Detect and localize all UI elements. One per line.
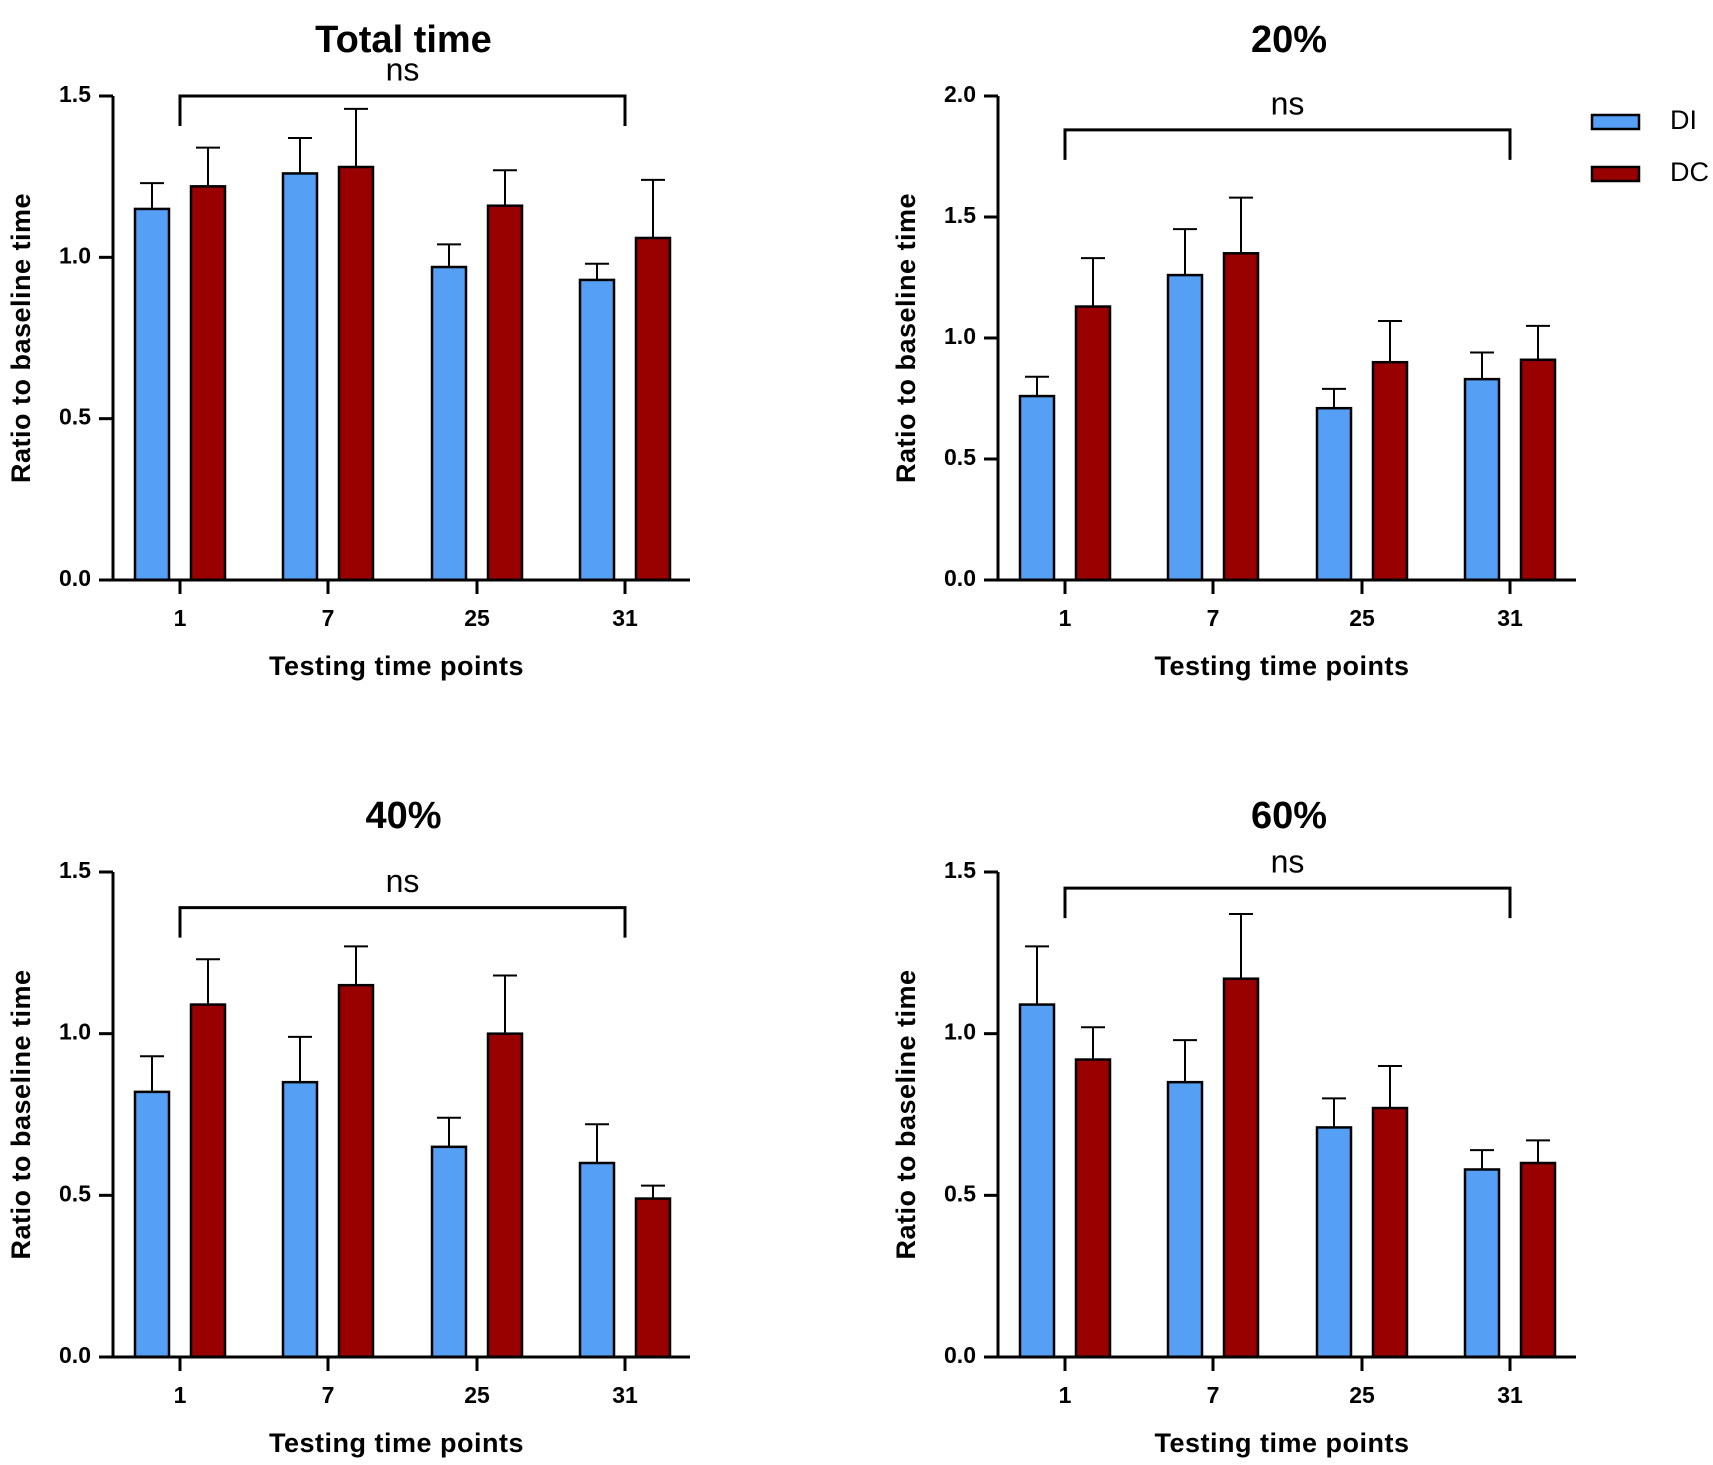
significance-label: ns [386, 863, 420, 899]
bar-dc-25 [1371, 1106, 1409, 1359]
x-tick-label: 1 [174, 605, 187, 631]
y-tick-label: 0.5 [59, 404, 91, 430]
x-axis-label: Testing time points [269, 1428, 524, 1458]
bar-dc-31 [634, 236, 672, 582]
chart-title: 40% [365, 795, 441, 837]
x-tick-label: 25 [464, 605, 490, 631]
bar-di-31 [578, 278, 616, 582]
legend-swatch-dc [1590, 165, 1641, 183]
x-tick-label: 7 [322, 1382, 335, 1408]
x-axis-label: Testing time points [1154, 1428, 1409, 1458]
y-tick-label: 1.5 [944, 202, 976, 228]
y-tick-label: 0.0 [59, 1342, 91, 1368]
bar-dc-25 [486, 204, 524, 582]
bar-di-7 [281, 1080, 319, 1359]
y-axis-label: Ratio to baseline time [6, 193, 36, 483]
bar-di-7 [1166, 273, 1204, 582]
significance-label: ns [1271, 85, 1305, 121]
bar-di-7 [1166, 1080, 1204, 1359]
chart-title: 20% [1251, 19, 1327, 61]
bar-di-25 [430, 265, 468, 582]
bar-dc-1 [189, 1003, 227, 1359]
bar-dc-31 [1519, 358, 1557, 582]
chart-panel-2: 20% 0.0 0.5 1.0 1.5 2.0 1 7 25 31 Testing time poi… [891, 19, 1576, 681]
chart-panel-3: 40% 0.0 0.5 1.0 1.5 1 7 25 31 Testing time points… [6, 795, 690, 1458]
bar-di-25 [1315, 406, 1353, 582]
y-tick-label: 1.5 [59, 81, 91, 107]
x-tick-label: 1 [1059, 1382, 1072, 1408]
bar-di-25 [1315, 1126, 1353, 1359]
y-tick-label: 2.0 [944, 81, 976, 107]
y-tick-label: 1.0 [59, 242, 91, 268]
x-tick-label: 7 [322, 605, 335, 631]
y-tick-label: 0.5 [944, 444, 976, 470]
bar-dc-1 [1074, 305, 1112, 582]
x-tick-label: 31 [1497, 605, 1523, 631]
y-tick-label: 1.0 [944, 1019, 976, 1045]
legend-label-di: DI [1670, 105, 1697, 135]
bar-di-1 [133, 1090, 171, 1359]
significance-label: ns [1271, 844, 1305, 880]
bar-di-31 [1463, 1168, 1501, 1359]
y-tick-label: 0.5 [59, 1180, 91, 1206]
y-tick-label: 1.0 [944, 323, 976, 349]
chart-title: 60% [1251, 795, 1327, 837]
x-tick-label: 1 [174, 1382, 187, 1408]
y-tick-label: 0.0 [944, 565, 976, 591]
x-tick-label: 1 [1059, 605, 1072, 631]
significance-bracket [1063, 128, 1512, 160]
bar-dc-7 [337, 983, 375, 1359]
chart-panel-1: Total time 0.0 0.5 1.0 1.5 1 7 25 31 Testing time… [6, 19, 690, 681]
y-tick-label: 0.0 [59, 565, 91, 591]
bar-di-31 [1463, 377, 1501, 582]
bar-di-1 [133, 207, 171, 582]
y-axis-label: Ratio to baseline time [6, 969, 36, 1259]
x-tick-label: 25 [1349, 605, 1375, 631]
x-tick-label: 31 [612, 1382, 638, 1408]
y-tick-label: 1.5 [59, 857, 91, 883]
y-tick-label: 0.5 [944, 1180, 976, 1206]
x-tick-label: 31 [612, 605, 638, 631]
y-tick-label: 1.0 [59, 1019, 91, 1045]
y-axis-label: Ratio to baseline time [891, 193, 921, 483]
significance-bracket [178, 906, 627, 938]
chart-panel-4: 60% 0.0 0.5 1.0 1.5 1 7 25 31 Testing time points… [891, 795, 1576, 1458]
significance-label: ns [386, 51, 420, 87]
legend-label-dc: DC [1670, 157, 1709, 187]
y-tick-label: 0.0 [944, 1342, 976, 1368]
bar-dc-1 [1074, 1058, 1112, 1359]
y-axis-label: Ratio to baseline time [891, 969, 921, 1259]
x-tick-label: 7 [1207, 605, 1220, 631]
bar-dc-25 [486, 1032, 524, 1359]
bar-dc-7 [1222, 977, 1260, 1359]
chart-title: Total time [315, 19, 492, 61]
x-tick-label: 31 [1497, 1382, 1523, 1408]
significance-bracket [1063, 886, 1512, 919]
bar-di-25 [430, 1145, 468, 1359]
legend-swatch-di [1590, 113, 1641, 131]
bar-dc-1 [189, 185, 227, 582]
x-tick-label: 25 [1349, 1382, 1375, 1408]
legend: DI DC [1590, 105, 1709, 187]
bar-dc-25 [1371, 360, 1409, 582]
x-tick-label: 7 [1207, 1382, 1220, 1408]
bar-dc-7 [337, 165, 375, 582]
bar-di-31 [578, 1161, 616, 1359]
significance-bracket [178, 94, 627, 126]
bar-di-1 [1018, 394, 1056, 582]
bar-dc-31 [1519, 1161, 1557, 1359]
bar-di-7 [281, 172, 319, 582]
x-tick-label: 25 [464, 1382, 490, 1408]
bar-di-1 [1018, 1003, 1056, 1359]
bar-dc-31 [634, 1197, 672, 1359]
x-axis-label: Testing time points [1154, 651, 1409, 681]
x-axis-label: Testing time points [269, 651, 524, 681]
bar-dc-7 [1222, 252, 1260, 582]
y-tick-label: 1.5 [944, 857, 976, 883]
